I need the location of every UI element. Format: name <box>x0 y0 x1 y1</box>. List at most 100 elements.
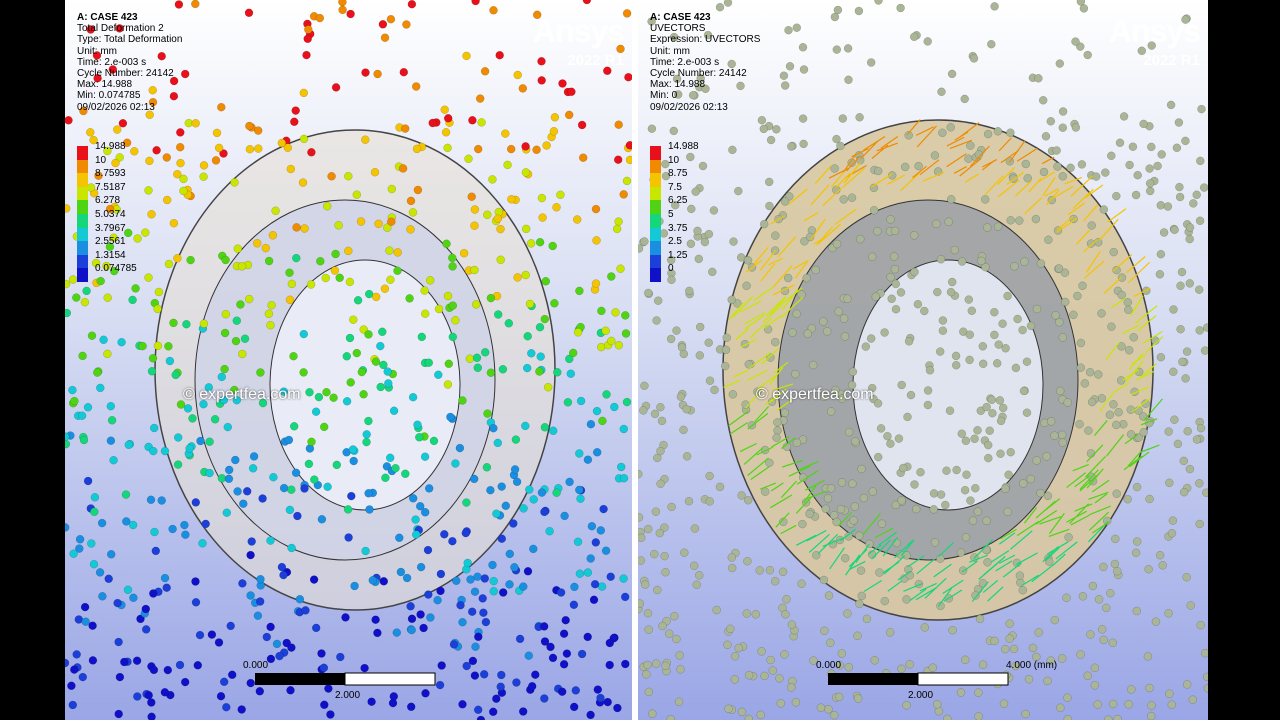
particle <box>568 348 578 358</box>
vector-arrow <box>765 296 787 317</box>
particle <box>309 575 319 584</box>
particle <box>1109 400 1118 409</box>
ansys-logo: Ansys 2022 R1 <box>533 14 625 69</box>
vector-arrow <box>735 328 750 340</box>
vector-arrow <box>964 173 980 183</box>
particle <box>493 310 503 319</box>
particle <box>148 85 157 95</box>
particle <box>519 504 528 513</box>
particle <box>1005 634 1014 643</box>
particle <box>1091 172 1101 181</box>
particle <box>103 349 112 359</box>
vector-arrow <box>842 167 865 188</box>
particle <box>277 562 287 572</box>
particle <box>1034 74 1043 83</box>
particle <box>666 714 675 720</box>
particle <box>252 239 262 248</box>
particle <box>1202 672 1208 682</box>
vector-arrow <box>1002 562 1022 578</box>
particle <box>347 491 356 501</box>
particle <box>730 651 740 661</box>
particle <box>315 13 325 23</box>
particle <box>1175 192 1185 202</box>
particle <box>723 0 733 7</box>
particle <box>1001 484 1010 493</box>
particle <box>1199 183 1208 192</box>
particle <box>1003 507 1012 517</box>
particle <box>505 580 514 589</box>
particle <box>759 219 769 229</box>
particle <box>755 566 764 575</box>
particle <box>1139 427 1148 437</box>
particle <box>548 653 558 663</box>
particle <box>360 663 369 673</box>
particle <box>644 687 654 697</box>
particle <box>466 575 475 584</box>
particle <box>146 495 156 505</box>
particle <box>873 226 882 236</box>
particle <box>364 289 374 299</box>
particle <box>862 614 872 624</box>
particle <box>420 508 430 517</box>
particle <box>1087 221 1096 230</box>
vector-arrow <box>1103 276 1123 294</box>
particle <box>112 125 122 134</box>
particle <box>1185 223 1195 232</box>
particle <box>966 141 975 150</box>
vector-arrow <box>814 165 832 184</box>
header-line: Max: 14.988 <box>77 79 133 91</box>
particle <box>424 358 434 367</box>
viewport-left: A: CASE 423 Total Deformation 2 Type: Tota… <box>65 0 632 720</box>
particle <box>233 244 243 253</box>
legend-value: 6.25 <box>668 195 688 207</box>
particle <box>253 611 263 620</box>
particle <box>1169 305 1178 314</box>
particle <box>180 520 189 530</box>
particle <box>667 275 676 285</box>
particle <box>1158 561 1167 570</box>
particle <box>771 231 780 240</box>
particle <box>344 533 353 542</box>
particle <box>352 348 362 358</box>
particle <box>489 587 499 596</box>
particle <box>902 595 911 604</box>
particle <box>537 76 546 85</box>
particle <box>913 299 923 309</box>
particle <box>782 595 791 604</box>
particle <box>291 468 301 478</box>
particle <box>81 617 90 626</box>
particle <box>660 551 669 561</box>
particle <box>443 114 453 123</box>
particle <box>191 119 200 128</box>
particle <box>1023 173 1032 183</box>
particle <box>622 176 632 186</box>
particle <box>1003 291 1012 301</box>
particle <box>1088 581 1098 591</box>
vector-arrow <box>1064 176 1083 185</box>
particle <box>219 395 229 405</box>
particle <box>496 682 505 691</box>
particle <box>666 255 676 265</box>
particle <box>723 640 732 650</box>
particle <box>709 206 719 215</box>
particle <box>610 402 619 412</box>
vector-arrow <box>1066 472 1087 489</box>
vector-arrow <box>870 173 893 188</box>
vector-arrow <box>946 153 967 168</box>
particle <box>869 206 879 215</box>
particle <box>945 406 955 415</box>
vector-arrow <box>919 159 940 176</box>
particle <box>529 544 538 554</box>
particle <box>838 114 848 123</box>
particle <box>820 626 829 636</box>
particle <box>975 614 985 624</box>
particle <box>258 494 267 503</box>
legend-swatch <box>650 159 661 174</box>
particle <box>535 237 545 247</box>
particle <box>930 538 940 547</box>
particle <box>1071 123 1081 132</box>
particle <box>1036 259 1046 268</box>
particle <box>65 432 70 441</box>
particle <box>704 338 713 347</box>
particle <box>537 57 546 66</box>
